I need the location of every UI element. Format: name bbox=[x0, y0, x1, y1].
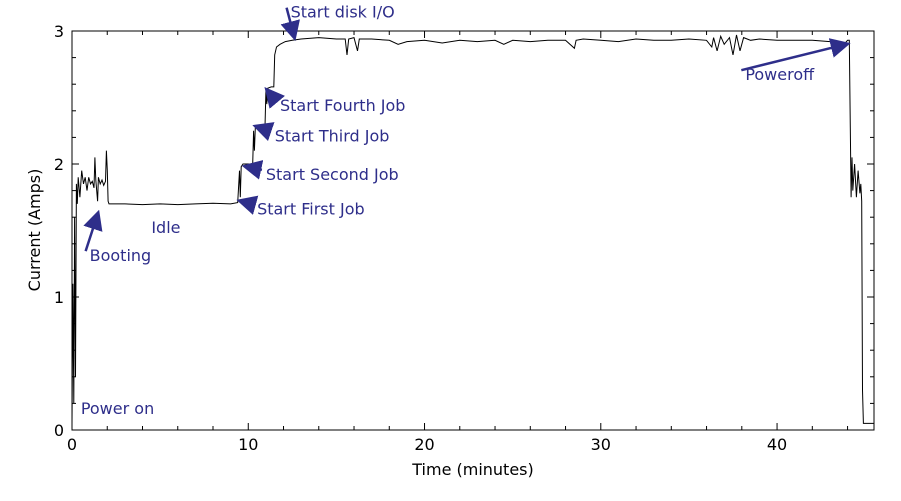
series-group bbox=[71, 34, 874, 424]
annotation-label: Start Third Job bbox=[275, 126, 390, 145]
annotation-arrow bbox=[252, 122, 275, 142]
x-tick-label: 0 bbox=[67, 435, 77, 454]
annotation-label: Power on bbox=[81, 399, 154, 418]
x-axis-ticks: 0 10 20 30 40 bbox=[67, 31, 849, 454]
annotation-arrow bbox=[741, 38, 851, 72]
annotation-label: Start First Job bbox=[257, 200, 365, 219]
annotation-arrow bbox=[236, 195, 259, 215]
annotation-label: Start Second Job bbox=[266, 165, 399, 184]
annotation-arrow bbox=[83, 209, 103, 252]
x-tick-label: 40 bbox=[767, 435, 787, 454]
x-tick-label: 30 bbox=[591, 435, 611, 454]
y-tick-label: 1 bbox=[54, 288, 64, 307]
x-axis-label: Time (minutes) bbox=[411, 460, 534, 479]
annotation-label: Poweroff bbox=[745, 65, 815, 84]
annotation-label: Start Fourth Job bbox=[280, 96, 405, 115]
annotation-label: Booting bbox=[90, 246, 152, 265]
y-tick-label: 2 bbox=[54, 155, 64, 174]
current-series-line bbox=[71, 34, 874, 424]
y-axis-label: Current (Amps) bbox=[25, 169, 44, 292]
x-tick-label: 10 bbox=[238, 435, 258, 454]
annotation-label: Start disk I/O bbox=[291, 3, 395, 22]
annotation-label: Idle bbox=[151, 218, 180, 237]
y-tick-label: 3 bbox=[54, 22, 64, 41]
annotation-arrow bbox=[241, 160, 264, 180]
annotations-group: Power on Booting Idle Start First Job Start … bbox=[81, 3, 851, 418]
y-tick-label: 0 bbox=[54, 421, 64, 440]
plot-frame bbox=[71, 30, 875, 431]
annotation-arrow bbox=[280, 7, 300, 42]
x-tick-label: 20 bbox=[414, 435, 434, 454]
annotation-arrow bbox=[264, 87, 285, 109]
